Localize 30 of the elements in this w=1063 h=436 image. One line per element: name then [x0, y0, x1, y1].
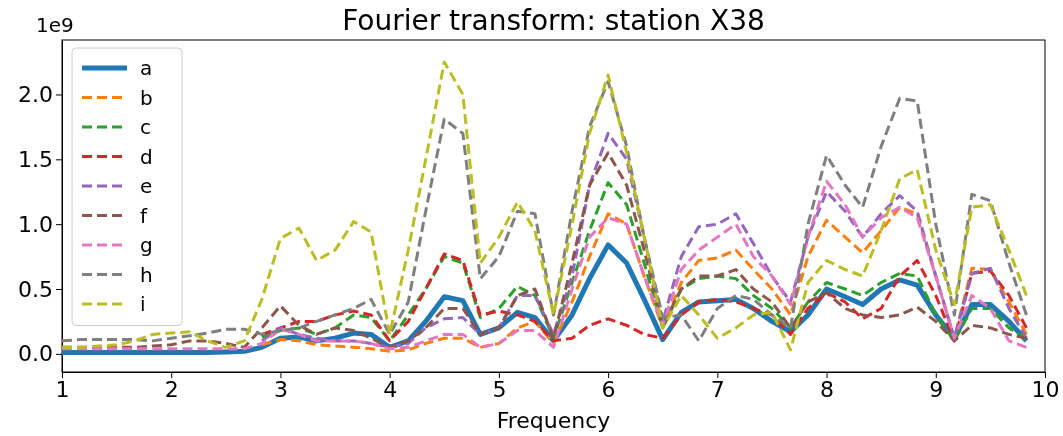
x-tick-label: 8	[820, 376, 835, 402]
x-tick-label: 3	[273, 376, 288, 402]
x-axis-title: Frequency	[496, 408, 611, 433]
legend-label: g	[140, 233, 153, 257]
legend-label: f	[140, 203, 148, 228]
legend-label: b	[140, 85, 153, 110]
line-series	[260, 131, 1028, 349]
legend-label: a	[140, 56, 153, 80]
y-tick-label: 2.0	[18, 82, 53, 108]
text: 1e9	[36, 13, 74, 37]
legend-label: c	[140, 115, 151, 139]
y-tick-label: 1.0	[18, 211, 53, 237]
x-tick-label: 6	[601, 376, 616, 402]
line-series	[260, 205, 1028, 353]
y-tick-label: 0.5	[18, 276, 53, 302]
chart-title: Fourier transform: station X38	[342, 4, 765, 37]
y-tick-label: 0.0	[18, 341, 53, 367]
line-series	[260, 252, 1028, 343]
x-tick-label: 1	[55, 376, 70, 402]
y-tick-label: 1.5	[18, 146, 53, 172]
legend-label: e	[140, 174, 153, 198]
legend-label: h	[140, 262, 153, 287]
x-tick-label: 10	[1031, 376, 1060, 402]
x-tick-label: 2	[164, 376, 179, 402]
x-tick-label: 9	[929, 376, 944, 402]
x-tick-label: 5	[492, 376, 507, 402]
x-tick-label: 4	[383, 376, 398, 402]
legend-label: d	[140, 144, 153, 169]
x-tick-label: 7	[710, 376, 725, 402]
legend-label: i	[140, 292, 146, 316]
